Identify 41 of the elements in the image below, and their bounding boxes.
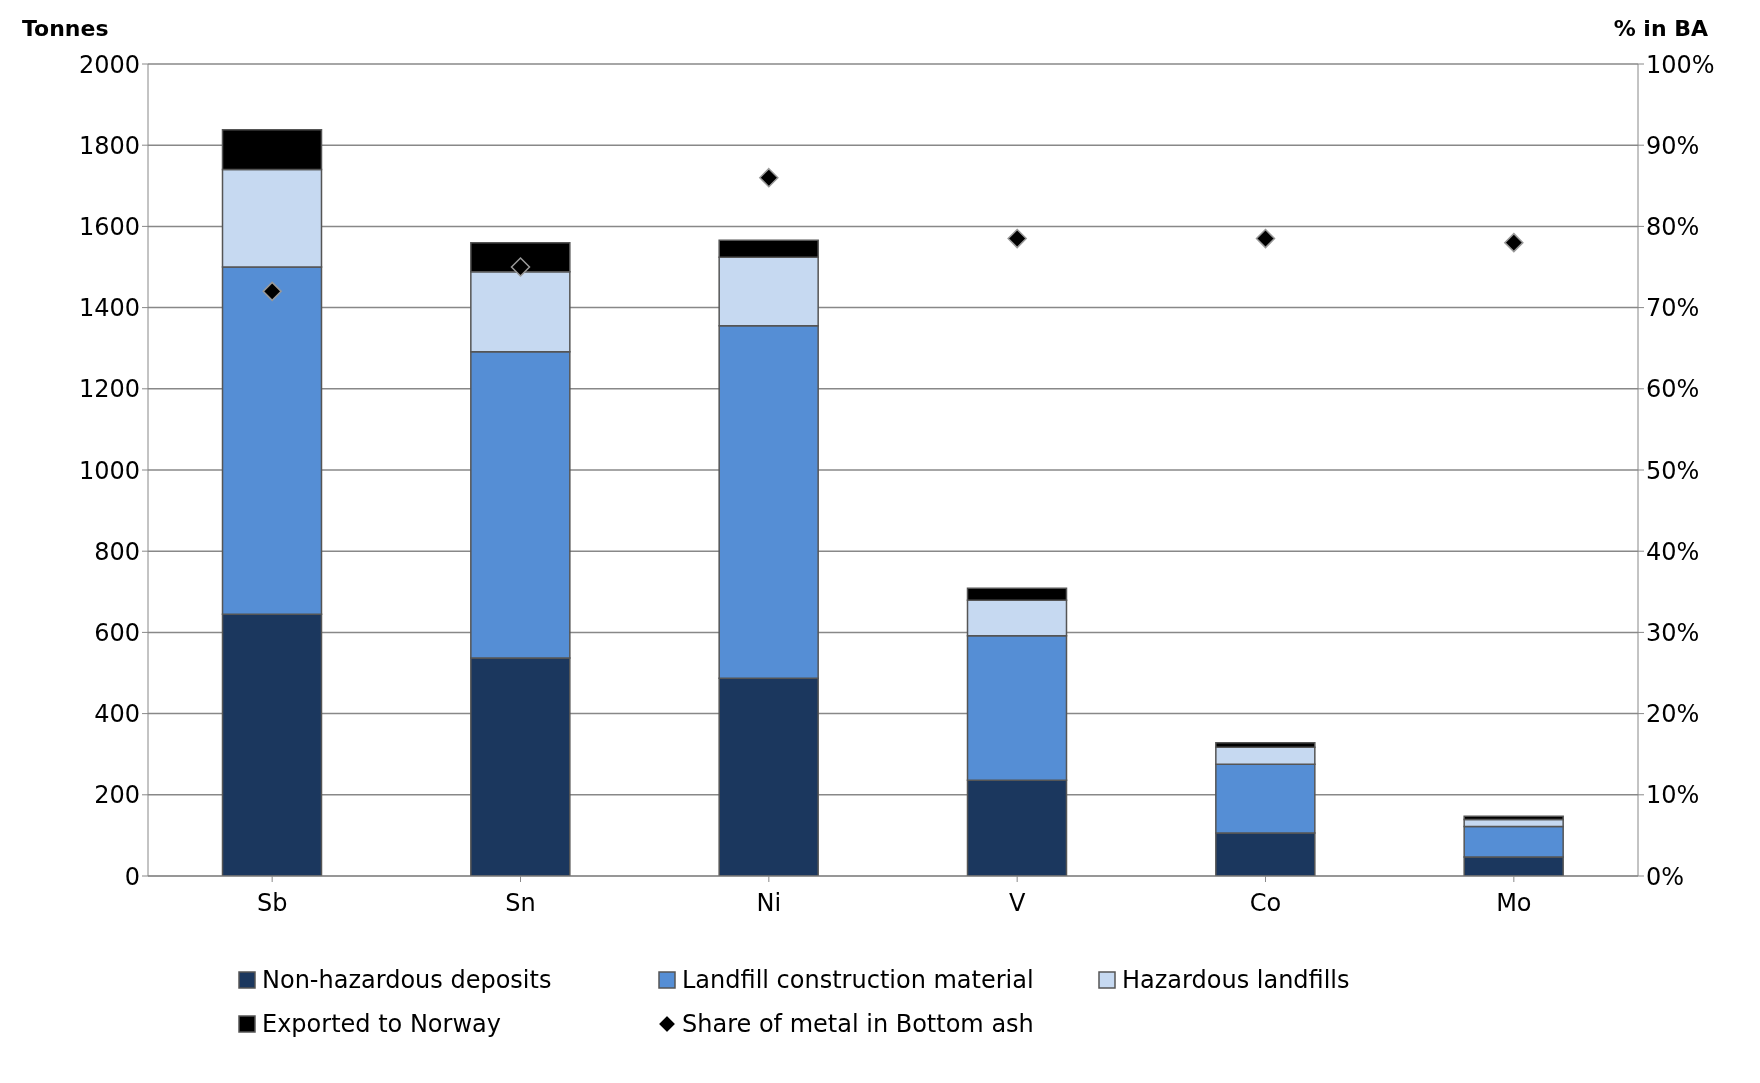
y-tick-label: 1200 [78,375,140,404]
y2-tick-label: 0% [1646,862,1685,891]
legend-label: Exported to Norway [262,1010,501,1038]
y2-tick-label: 40% [1646,537,1700,566]
point [759,167,779,188]
x-tick-label: Mo [1496,889,1532,918]
y-tick-label: 800 [94,537,140,566]
y2-tick-label: 80% [1646,212,1700,241]
x-tick-label: V [1008,889,1026,918]
y2-tick-label: 10% [1646,781,1700,810]
legend-label: Share of metal in Bottom ash [682,1010,1034,1038]
y2-tick-label: 90% [1646,131,1700,160]
point [1504,232,1524,253]
y-tick-label: 600 [94,618,140,647]
y-axis-title: Tonnes [22,16,109,41]
y2-tick-label: 50% [1646,456,1700,485]
x-tick-label: Ni [756,889,782,918]
legend-label: Hazardous landfills [1122,966,1350,994]
y2-tick-label: 60% [1646,375,1700,404]
y-tick-label: 1800 [78,131,140,160]
legend-label: Non-hazardous deposits [262,966,552,994]
y-tick-label: 2000 [78,50,140,79]
y-tick-label: 200 [94,781,140,810]
point [1255,228,1276,249]
y2-tick-label: 70% [1646,294,1700,323]
point [262,281,282,302]
legend-label: Landfill construction material [682,966,1034,994]
point [1007,228,1027,249]
x-tick-label: Sb [256,889,288,918]
y-tick-label: 1400 [78,294,140,323]
y-tick-label: 1000 [78,456,140,485]
y-tick-label: 400 [94,700,140,729]
y2-tick-label: 100% [1646,50,1715,79]
y2-tick-label: 30% [1646,618,1700,647]
y2-axis-title: % in BA [1613,16,1708,41]
point [510,257,531,277]
x-tick-label: Sn [505,889,536,918]
y-tick-label: 0 [124,862,140,891]
y2-tick-label: 20% [1646,700,1700,729]
y-tick-label: 1600 [78,212,140,241]
x-tick-label: Co [1249,889,1282,918]
